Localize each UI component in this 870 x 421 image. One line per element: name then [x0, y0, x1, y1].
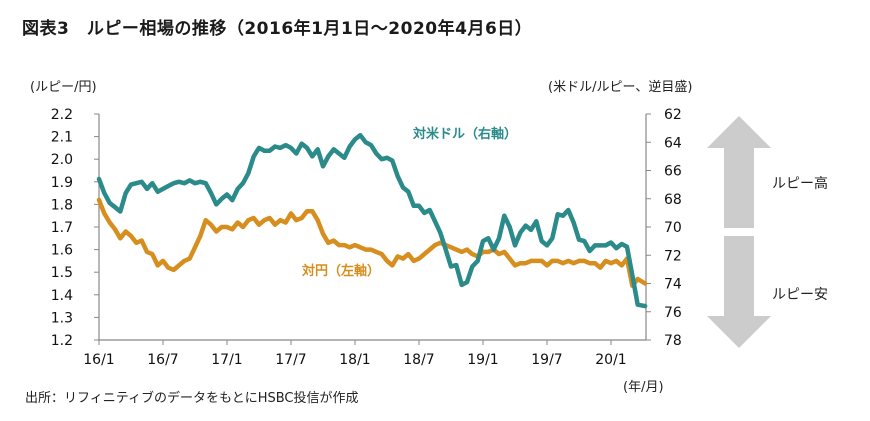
- left-tick-label: 2.0: [51, 152, 73, 168]
- right-axis-unit-label: (米ドル/ルピー、逆目盛): [548, 80, 693, 95]
- right-tick-label: 70: [664, 220, 682, 236]
- left-tick-label: 2.1: [51, 130, 73, 146]
- series-line-usd: [96, 132, 648, 309]
- source-note: 出所：リフィニティブのデータをもとにHSBC投信が作成: [25, 391, 359, 406]
- left-tick-label: 1.6: [51, 243, 73, 259]
- left-axis-ticks: 2.2 2.1 2.0 1.9 1.8 1.7 1.6 1.5 1.4 1.3 1.2: [51, 107, 99, 349]
- right-tick-label: 62: [664, 107, 682, 123]
- series-label-usd: 対米ドル（右軸）: [412, 126, 517, 142]
- left-tick-label: 1.2: [51, 333, 73, 349]
- left-tick-label: 1.8: [51, 197, 73, 213]
- x-tick-label: 18/1: [339, 352, 370, 368]
- left-tick-label: 1.7: [51, 220, 73, 236]
- right-tick-label: 74: [664, 277, 682, 293]
- right-tick-label: 68: [664, 192, 682, 208]
- chart-title: 図表3 ルピー相場の推移（2016年1月1日～2020年4月6日）: [22, 19, 533, 39]
- arrow-up-label: ルピー高: [772, 175, 828, 192]
- arrow-up-icon: [707, 116, 771, 228]
- arrow-down-icon: [707, 236, 771, 348]
- arrow-down-label: ルピー安: [772, 287, 828, 303]
- right-tick-label: 66: [664, 164, 682, 180]
- x-tick-label: 17/7: [275, 352, 306, 368]
- right-tick-label: 72: [664, 248, 682, 264]
- left-tick-label: 1.9: [51, 175, 73, 191]
- x-tick-label: 18/7: [403, 352, 434, 368]
- x-tick-label: 16/7: [147, 352, 178, 368]
- left-tick-label: 1.3: [51, 310, 73, 326]
- right-tick-label: 78: [664, 333, 682, 349]
- x-axis-ticks: 16/1 16/7 17/1 17/7 18/1 18/7 19/1 19/7 20/1: [83, 340, 627, 368]
- x-tick-label: 17/1: [211, 352, 242, 368]
- series-group: [96, 132, 648, 309]
- x-tick-label: 19/7: [531, 352, 562, 368]
- right-tick-label: 64: [664, 135, 682, 151]
- right-axis-ticks: 62 64 66 68 70 72 74 76 78: [646, 107, 682, 349]
- x-axis-unit-label: (年/月): [623, 380, 664, 395]
- right-tick-label: 76: [664, 305, 682, 321]
- left-tick-label: 1.4: [51, 288, 73, 304]
- x-tick-label: 19/1: [467, 352, 498, 368]
- series-label-jpy: 対円（左軸）: [301, 263, 380, 279]
- left-tick-label: 2.2: [51, 107, 73, 123]
- left-axis-unit-label: (ルピー/円): [30, 80, 97, 95]
- direction-arrows: ルピー高 ルピー安: [707, 116, 828, 348]
- x-tick-label: 20/1: [595, 352, 626, 368]
- x-tick-label: 16/1: [83, 352, 114, 368]
- left-tick-label: 1.5: [51, 265, 73, 281]
